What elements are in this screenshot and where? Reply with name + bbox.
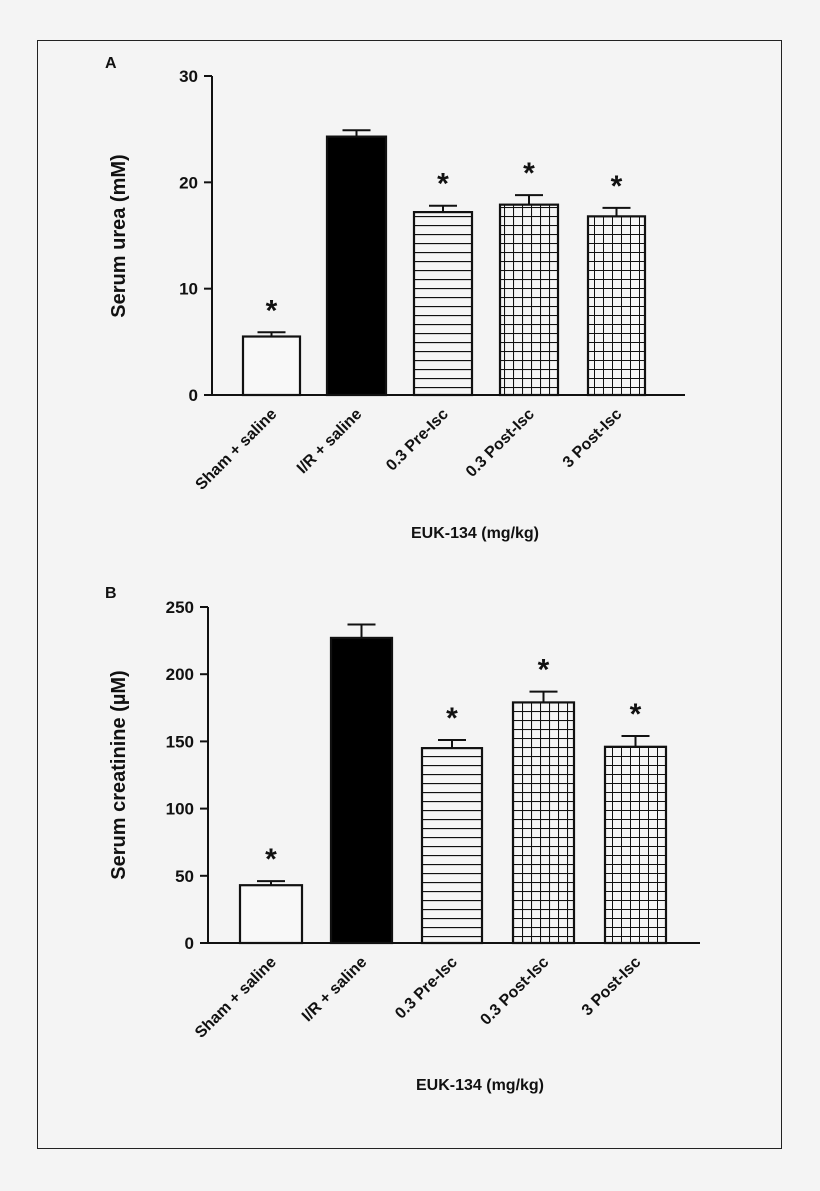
significance-marker: *	[538, 654, 550, 687]
bar	[498, 203, 560, 397]
x-axis-label: EUK-134 (mg/kg)	[416, 1077, 544, 1094]
significance-marker: *	[265, 843, 277, 876]
x-tick-label: 3 Post-Isc	[579, 954, 645, 1020]
x-tick-label: 0.3 Post-Isc	[463, 406, 538, 481]
figure-frame	[37, 40, 782, 1149]
y-tick-label: 50	[175, 867, 194, 886]
y-tick-label: 30	[179, 67, 198, 86]
significance-marker: *	[266, 294, 278, 327]
y-tick-label: 250	[166, 598, 194, 617]
y-axis-label: Serum creatinine (µM)	[108, 670, 130, 879]
significance-marker: *	[446, 702, 458, 735]
y-tick-label: 10	[179, 280, 198, 299]
x-axis-label: EUK-134 (mg/kg)	[411, 525, 539, 542]
y-tick-label: 200	[166, 665, 194, 684]
bar	[420, 747, 484, 945]
bar	[238, 884, 304, 945]
significance-marker: *	[523, 157, 535, 190]
y-tick-label: 20	[179, 173, 198, 192]
significance-marker: *	[611, 170, 623, 203]
y-tick-label: 0	[185, 934, 194, 953]
significance-marker: *	[437, 168, 449, 201]
bar	[241, 335, 302, 397]
bar	[586, 215, 647, 397]
y-tick-label: 150	[166, 732, 194, 751]
y-axis-label: Serum urea (mM)	[108, 154, 130, 317]
bar	[511, 701, 576, 945]
x-tick-label: Sham + saline	[193, 406, 281, 494]
bar	[329, 636, 394, 945]
x-tick-label: I/R + saline	[299, 954, 371, 1026]
y-tick-label: 100	[166, 800, 194, 819]
y-tick-label: 0	[189, 386, 198, 405]
panel-label: A	[105, 55, 117, 72]
x-tick-label: 0.3 Pre-Isc	[392, 954, 461, 1023]
significance-marker: *	[630, 698, 642, 731]
bar	[325, 135, 388, 397]
x-tick-label: Sham + saline	[192, 954, 280, 1042]
bar	[603, 745, 668, 945]
x-tick-label: 0.3 Pre-Isc	[383, 406, 452, 475]
x-tick-label: 0.3 Post-Isc	[477, 954, 552, 1029]
bar	[412, 211, 474, 397]
x-tick-label: 3 Post-Isc	[560, 406, 626, 472]
panel-label: B	[105, 585, 117, 602]
x-tick-label: I/R + saline	[294, 406, 366, 478]
